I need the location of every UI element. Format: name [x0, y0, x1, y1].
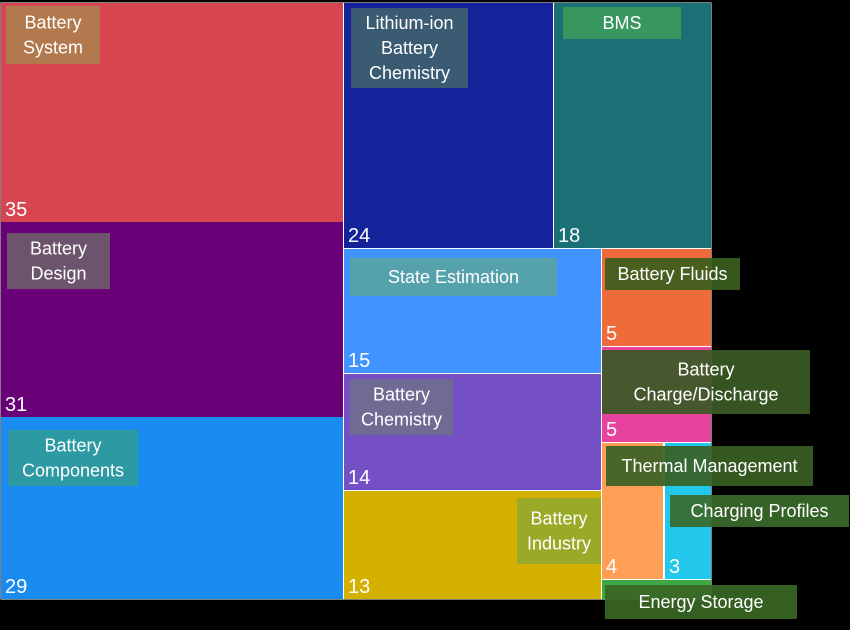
category-label-battery-components: Battery Components	[22, 436, 124, 481]
label-box-state-estimation	[350, 258, 557, 296]
value-label-lithium-ion-battery-chemistry: 24	[348, 225, 370, 247]
label-box-battery-industry	[517, 498, 601, 564]
value-label-battery-chemistry: 14	[348, 467, 370, 489]
value-label-battery-components: 29	[5, 576, 27, 598]
value-label-battery-industry: 13	[348, 576, 370, 598]
label-box-charging-profiles	[670, 495, 849, 527]
category-label-battery-system: Battery System	[23, 13, 83, 58]
label-box-battery-fluids	[605, 258, 740, 290]
label-box-battery-chemistry	[350, 379, 453, 435]
category-label-state-estimation: State Estimation	[388, 267, 519, 287]
value-label-battery-fluids: 5	[606, 323, 617, 345]
category-label-battery-design: Battery Design	[30, 239, 87, 284]
label-box-energy-storage	[605, 585, 797, 619]
category-label-lithium-ion-battery-chemistry: Lithium-ion Battery Chemistry	[365, 13, 453, 83]
label-box-lithium-ion-battery-chemistry	[351, 8, 468, 88]
value-label-battery-design: 31	[5, 394, 27, 416]
value-label-thermal-management: 4	[606, 556, 617, 578]
treemap-cell-bms[interactable]	[554, 3, 711, 248]
label-box-battery-charge-discharge	[602, 350, 810, 414]
category-label-battery-charge-discharge: Battery Charge/Discharge	[633, 360, 778, 405]
label-box-thermal-management	[606, 446, 813, 486]
category-label-energy-storage: Energy Storage	[638, 592, 763, 612]
category-label-battery-fluids: Battery Fluids	[617, 264, 727, 284]
label-box-battery-system	[6, 6, 100, 64]
value-label-charging-profiles: 3	[669, 556, 680, 578]
category-label-bms: BMS	[602, 13, 641, 33]
category-label-battery-chemistry: Battery Chemistry	[361, 385, 442, 430]
treemap-labels: Battery System Battery Design Battery Compone…	[6, 6, 849, 619]
value-label-state-estimation: 15	[348, 350, 370, 372]
category-label-thermal-management: Thermal Management	[621, 456, 797, 476]
category-label-charging-profiles: Charging Profiles	[690, 501, 828, 521]
value-label-battery-charge-discharge: 5	[606, 419, 617, 441]
category-label-battery-industry: Battery Industry	[527, 509, 591, 554]
value-label-bms: 18	[558, 225, 580, 247]
label-box-battery-components	[8, 430, 138, 486]
treemap-cells: 35 31 29 24 18 15 14 13 5 5 4 3	[1, 3, 711, 599]
label-box-bms	[563, 7, 681, 39]
value-label-battery-system: 35	[5, 199, 27, 221]
label-box-battery-design	[7, 233, 110, 289]
